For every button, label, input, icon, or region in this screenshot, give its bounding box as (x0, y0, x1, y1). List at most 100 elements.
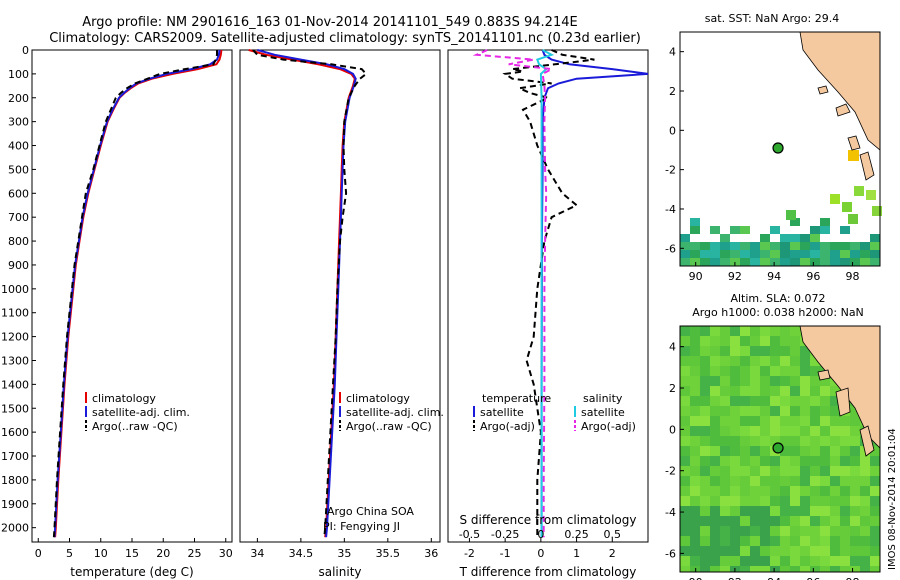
sst-cell (860, 242, 870, 250)
sla-cell (790, 516, 800, 526)
sla-cell (800, 486, 810, 496)
sla-cell (730, 346, 740, 356)
sla-cell (760, 436, 770, 446)
sla-cell (800, 376, 810, 386)
sla-cell (860, 546, 870, 556)
sla-cell (680, 396, 690, 406)
sla-cell (730, 356, 740, 366)
sst-cell (840, 258, 850, 266)
sla-cell (840, 516, 850, 526)
sla-cell (730, 546, 740, 556)
salinity-xlabel: salinity (318, 565, 361, 579)
sla-cell (820, 386, 830, 396)
legend-label-t-satellite: satellite (480, 406, 524, 419)
sla-cell (760, 326, 770, 336)
sst-map-argo-marker (772, 142, 784, 154)
sst-cell (740, 242, 750, 250)
legend-title-salinity: salinity (583, 392, 623, 405)
sla-cell (840, 456, 850, 466)
sla-cell (700, 466, 710, 476)
sla-cell (710, 536, 720, 546)
sla-cell (810, 526, 820, 536)
sla-cell (760, 366, 770, 376)
sla-cell (750, 376, 760, 386)
sla-cell (700, 566, 710, 572)
sla-cell (810, 436, 820, 446)
sst-map-title: sat. SST: NaN Argo: 29.4 (705, 12, 839, 25)
sst-cell (720, 242, 730, 250)
legend-label-climatology: climatology (346, 392, 410, 405)
sst-cell (870, 258, 880, 266)
map-x-tick-label: 98 (846, 576, 860, 580)
sla-cell (690, 426, 700, 436)
sla-cell (730, 366, 740, 376)
sst-cell (680, 234, 690, 242)
sla-cell (770, 566, 780, 572)
sla-cell (730, 396, 740, 406)
sla-cell (680, 386, 690, 396)
sla-cell (830, 466, 840, 476)
sla-cell (830, 496, 840, 506)
sla-cell (820, 456, 830, 466)
sla-cell (770, 516, 780, 526)
sla-cell (870, 466, 880, 476)
sla-cell (720, 386, 730, 396)
depth-tick-label: 1800 (1, 474, 29, 487)
depth-tick-label: 700 (8, 211, 29, 224)
sla-cell (690, 496, 700, 506)
sla-cell (680, 556, 690, 566)
sla-cell (830, 426, 840, 436)
sla-cell (820, 476, 830, 486)
sst-cell (790, 234, 800, 242)
sla-cell (830, 436, 840, 446)
sla-cell (870, 456, 880, 466)
sla-cell (790, 366, 800, 376)
depth-tick-label: 1600 (1, 426, 29, 439)
sla-cell (830, 526, 840, 536)
sla-cell (750, 326, 760, 336)
sla-cell (760, 446, 770, 456)
sla-cell (800, 456, 810, 466)
sla-cell (700, 406, 710, 416)
sla-cell (740, 496, 750, 506)
sst-cell (700, 242, 710, 250)
sla-map: 90 92 94 96 98 4 2 0 -2 -4 -6 (665, 325, 881, 580)
map-y-tick-label: 0 (669, 423, 676, 436)
sla-cell (810, 406, 820, 416)
sla-cell (700, 476, 710, 486)
sla-cell (790, 556, 800, 566)
sla-cell (780, 406, 790, 416)
depth-tick-label: 1400 (1, 378, 29, 391)
sst-cell (680, 242, 690, 250)
sst-cell (790, 258, 800, 266)
sla-cell (780, 556, 790, 566)
sla-cell (750, 546, 760, 556)
sla-cell (750, 396, 760, 406)
sst-cell (854, 186, 864, 196)
sst-cell (870, 234, 880, 242)
sla-cell (780, 566, 790, 572)
sst-cell (720, 250, 730, 258)
sst-map-island-3 (817, 85, 829, 95)
sla-cell (740, 566, 750, 572)
map-x-tick-label: 92 (728, 576, 742, 580)
x-tick-label: 2 (609, 547, 616, 560)
sla-cell (750, 416, 760, 426)
sst-cell (770, 226, 780, 234)
sla-cell (870, 446, 880, 456)
sst-cell (820, 250, 830, 258)
sla-cell (800, 436, 810, 446)
map-y-tick-label: 0 (669, 124, 676, 137)
sla-cell (710, 566, 720, 572)
sla-cell (760, 556, 770, 566)
sst-cell (800, 250, 810, 258)
legend-label-argo: Argo(..raw -QC) (346, 420, 432, 433)
sla-cell (770, 336, 780, 346)
sla-map-island-1 (835, 387, 851, 417)
sla-cell (750, 406, 760, 416)
depth-tick-label: 600 (8, 187, 29, 200)
sla-cell (700, 436, 710, 446)
map-y-tick-label: -2 (665, 465, 676, 478)
series-line-2 (535, 49, 555, 538)
title-line-2: Climatology: CARS2009. Satellite-adjuste… (49, 31, 641, 46)
